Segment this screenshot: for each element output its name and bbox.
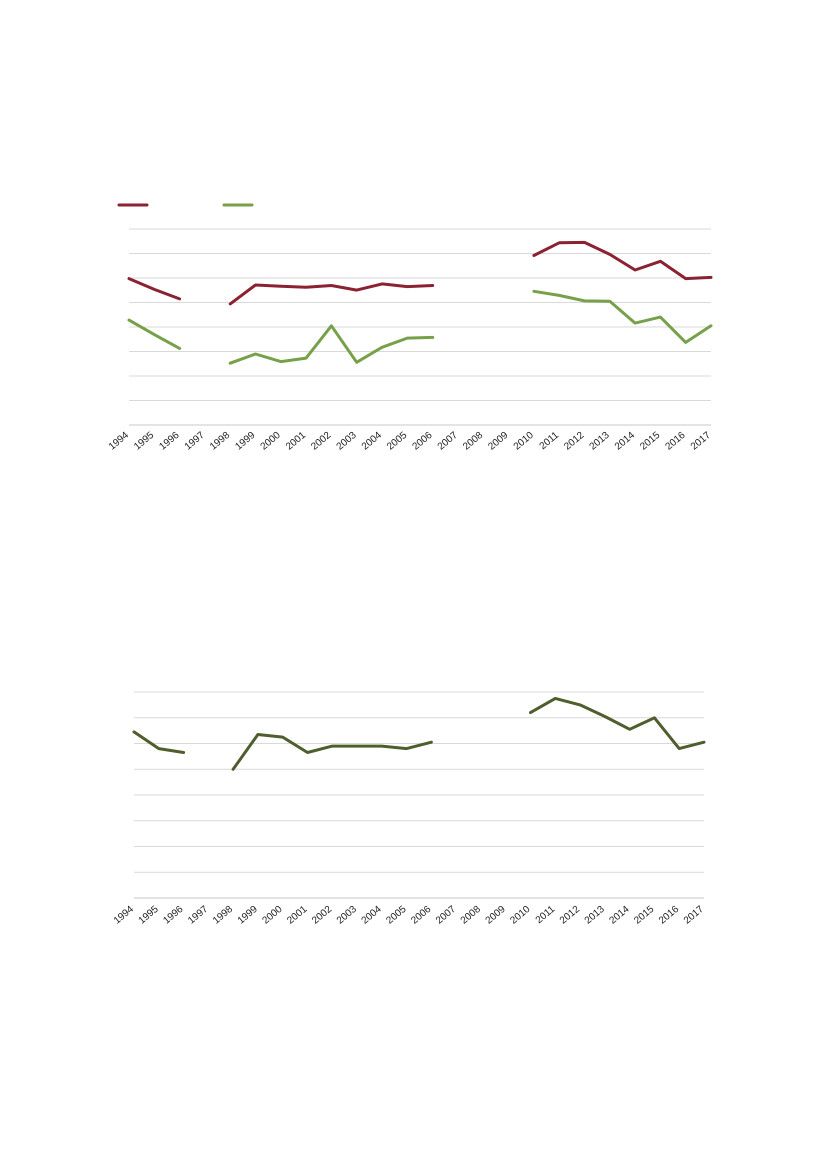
chart-top-series-1-line: [228, 282, 435, 306]
chart-bottom-x-tick-label: 2001: [285, 904, 309, 927]
chart-bottom-x-tick-label: 1998: [211, 904, 235, 927]
chart-bottom-x-tick-label: 1994: [112, 904, 136, 927]
chart-bottom-x-tick-label: 2012: [558, 904, 582, 927]
chart-bottom-x-tick-label: 2009: [484, 904, 508, 927]
chart-top-series-2-line: [228, 324, 435, 365]
chart-bottom-x-tick-label: 1996: [161, 904, 185, 927]
chart-bottom-x-tick-label: 2006: [409, 904, 433, 927]
chart-bottom-x-tick-label: 2000: [261, 904, 285, 927]
chart-top-series-1-line: [127, 277, 182, 301]
chart-bottom-x-tick-label: 2010: [508, 904, 532, 927]
chart-bottom-x-tick-label: 2008: [459, 904, 483, 927]
chart-bottom-x-tick-label: 2015: [632, 904, 656, 927]
chart-bottom-series-1-line: [529, 696, 706, 751]
chart-bottom-series-1-line: [231, 733, 433, 771]
chart-bottom-x-tick-label: 2003: [335, 904, 359, 927]
chart-top: 1994 1995 1996 1997 1998 1999 2000 2001 2002 2003…: [0, 0, 827, 485]
chart-top-series-1-line: [532, 240, 713, 281]
chart-bottom-x-tick-label: 2014: [607, 904, 631, 927]
chart-bottom-x-tick-label: 2011: [534, 904, 558, 927]
chart-bottom-series-1-line: [132, 730, 186, 754]
chart-bottom-x-tick-label: 1999: [236, 904, 260, 927]
chart-bottom-x-tick-label: 1995: [137, 904, 161, 927]
chart-top-series-2-line: [532, 289, 713, 344]
chart-bottom-x-tick-label: 2017: [682, 904, 706, 927]
chart-bottom-x-tick-label: 2002: [310, 904, 334, 927]
chart-bottom-x-tick-label: 2013: [583, 904, 607, 927]
chart-top-series-2-line: [127, 318, 182, 350]
chart-bottom-x-tick-label: 2004: [360, 904, 384, 927]
chart-top-svg: 1994 1995 1996 1997 1998 1999 2000 2001 2002 2003…: [107, 203, 713, 453]
chart-bottom-x-tick-label: 2005: [384, 904, 408, 927]
chart-bottom-x-tick-label: 1997: [186, 904, 210, 927]
chart-bottom-x-tick-label: 2016: [657, 904, 681, 927]
chart-bottom: 1994 1995 1996 1997 1998 1999 2000 2001 2002 2003…: [112, 691, 706, 927]
chart-bottom-x-tick-label: 2007: [434, 904, 458, 927]
chart-bottom-svg: 1994 1995 1996 1997 1998 1999 2000 2001 2002 2003…: [112, 691, 706, 927]
